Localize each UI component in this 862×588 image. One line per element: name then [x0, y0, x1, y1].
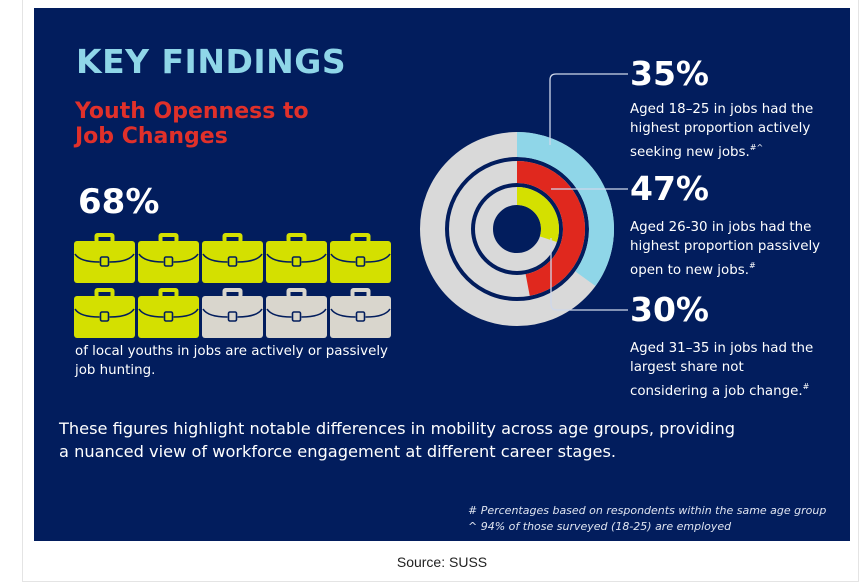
briefcase-caption: of local youths in jobs are actively or … — [75, 342, 415, 380]
page-title: KEY FINDINGS — [76, 42, 347, 81]
footnote-1: # Percentages based on respondents withi… — [468, 504, 827, 517]
briefcase-icon-empty — [266, 288, 327, 338]
finding-35-line-1: Aged 18–25 in jobs had the — [630, 102, 814, 117]
finding-30-line-2: largest share not — [630, 360, 744, 375]
ring-separator — [471, 183, 563, 275]
footnote-mark: # — [802, 382, 810, 391]
briefcase-icon-empty — [330, 288, 391, 338]
source-caption: Source: SUSS — [396, 554, 488, 570]
inner-ring-value-arc — [517, 187, 560, 242]
footnotes: # Percentages based on respondents withi… — [468, 503, 840, 535]
finding-30-line-1: Aged 31–35 in jobs had the — [630, 341, 814, 356]
figure-frame — [22, 0, 859, 582]
summary-line-2: a nuanced view of workforce engagement a… — [59, 442, 617, 461]
stat-47: 47% — [630, 169, 709, 208]
briefcase-icon-filled — [74, 288, 135, 338]
finding-47-line-2: highest proportion passively — [630, 239, 821, 254]
outer-ring-value-arc — [517, 132, 614, 287]
footnote-mark: # — [748, 261, 756, 270]
briefcase-icon-filled — [74, 233, 135, 283]
finding-35-description: Aged 18–25 in jobs had the highest propo… — [630, 100, 845, 162]
concentric-ring-chart — [420, 73, 628, 326]
finding-47-line-1: Aged 26-30 in jobs had the — [630, 220, 812, 235]
stat-30: 30% — [630, 290, 709, 329]
subtitle: Youth Openness to Job Changes — [75, 99, 375, 149]
finding-47-line-3: open to new jobs. — [630, 263, 749, 278]
ring-separator — [445, 157, 589, 301]
finding-30-line-3: considering a job change. — [630, 384, 803, 399]
finding-35-line-3: seeking new jobs. — [630, 145, 750, 160]
finding-47-description: Aged 26-30 in jobs had the highest propo… — [630, 218, 845, 280]
summary-text: These figures highlight notable differen… — [59, 417, 819, 463]
finding-30-description: Aged 31–35 in jobs had the largest share… — [630, 339, 845, 401]
briefcase-icon-filled — [330, 233, 391, 283]
leader-line-30 — [550, 238, 628, 311]
finding-35-line-2: highest proportion actively — [630, 121, 811, 136]
briefcase-icon-filled — [138, 288, 199, 338]
infographic-panel: KEY FINDINGS Youth Openness to Job Chang… — [34, 8, 850, 541]
summary-line-1: These figures highlight notable differen… — [59, 419, 736, 438]
footnote-mark: #^ — [749, 143, 764, 152]
caption-line-2: job hunting. — [75, 363, 156, 378]
middle-ring-value-arc — [517, 161, 586, 296]
caption-line-1: of local youths in jobs are actively or … — [75, 344, 388, 359]
briefcase-icon-empty — [202, 288, 263, 338]
percent-68-label: 68% — [78, 182, 160, 222]
briefcase-icon-filled — [266, 233, 327, 283]
briefcase-icon-filled — [202, 233, 263, 283]
footnote-2: ^ 94% of those surveyed (18-25) are empl… — [468, 520, 732, 533]
briefcase-icon-filled — [138, 233, 199, 283]
subtitle-line-1: Youth Openness to — [75, 99, 309, 124]
subtitle-line-2: Job Changes — [75, 124, 228, 149]
stat-35: 35% — [630, 54, 709, 93]
briefcase-grid — [74, 233, 391, 338]
leader-line-35 — [549, 73, 628, 145]
